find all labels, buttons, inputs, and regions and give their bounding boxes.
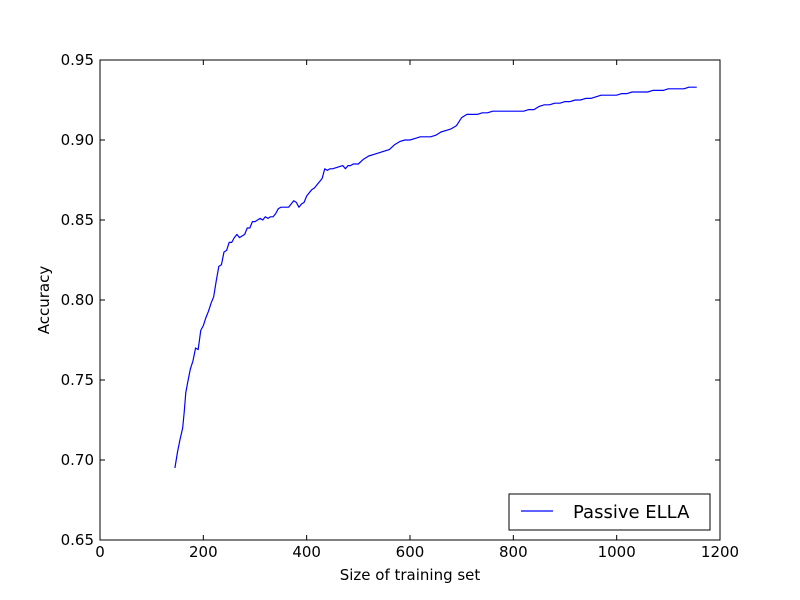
legend-label: Passive ELLA: [573, 502, 690, 523]
x-tick-label: 800: [499, 543, 528, 561]
y-tick-label: 0.65: [61, 531, 94, 549]
x-axis-label: Size of training set: [340, 566, 481, 584]
y-tick-label: 0.80: [61, 291, 94, 309]
y-axis-label: Accuracy: [35, 266, 53, 335]
legend-box: [508, 493, 711, 531]
y-tick-label: 0.90: [61, 131, 94, 149]
series-line-0: [174, 86, 697, 469]
x-tick-label: 600: [396, 543, 425, 561]
y-tick-label: 0.95: [61, 51, 94, 69]
legend: Passive ELLA: [508, 493, 711, 531]
x-tick-label: 400: [292, 543, 321, 561]
y-tick-label: 0.70: [61, 451, 94, 469]
y-tick-label: 0.75: [61, 371, 94, 389]
x-axis-ticks: 0 200 400 600 800 1000 1200: [95, 60, 739, 561]
plot-area: [99, 59, 721, 541]
plot-background: [100, 60, 720, 540]
x-tick-label: 200: [189, 543, 218, 561]
y-tick-label: 0.85: [61, 211, 94, 229]
y-axis-ticks: 0.65 0.70 0.75 0.80 0.85 0.90 0.95: [61, 51, 720, 549]
x-tick-label: 1000: [598, 543, 636, 561]
x-tick-label: 0: [95, 543, 105, 561]
x-tick-label: 1200: [701, 543, 739, 561]
